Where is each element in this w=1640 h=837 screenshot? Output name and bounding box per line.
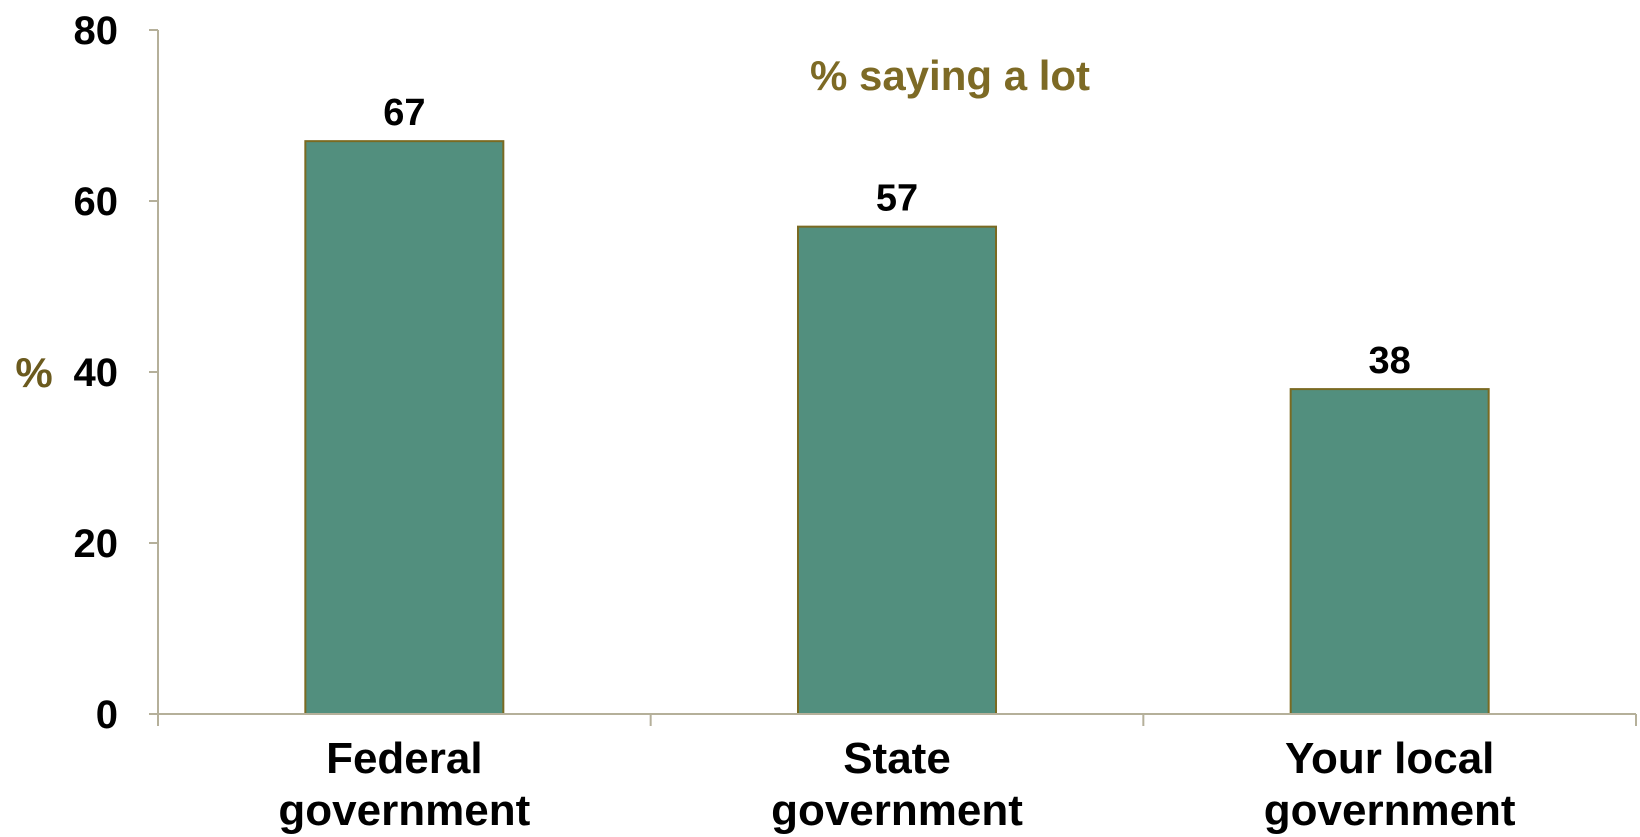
y-axis-ticks: 0 20 40 60 80: [74, 9, 159, 737]
bar: [798, 227, 996, 714]
bar: [305, 141, 503, 714]
y-tick-label: 40: [74, 351, 119, 395]
x-category-label-line: Your local: [1285, 734, 1494, 783]
x-category-label-line: government: [278, 786, 530, 835]
y-tick-label: 60: [74, 180, 119, 224]
y-tick-label: 80: [74, 9, 119, 53]
x-category-label: Your local government: [1264, 734, 1516, 835]
x-category-label-line: State: [843, 734, 951, 783]
x-category-label: State government: [771, 734, 1023, 835]
bar-value-label: 67: [383, 92, 425, 134]
bar-value-label: 57: [876, 178, 918, 220]
bars: [305, 141, 1488, 714]
y-axis-label: %: [15, 349, 52, 396]
bar-value-label: 38: [1369, 340, 1411, 382]
y-tick-label: 20: [74, 522, 119, 566]
x-category-label-line: government: [771, 786, 1023, 835]
x-category-label-line: Federal: [326, 734, 483, 783]
y-tick-label: 0: [96, 693, 118, 737]
x-category-label: Federal government: [278, 734, 530, 835]
chart-annotation: % saying a lot: [810, 52, 1090, 99]
bar: [1291, 389, 1489, 714]
x-category-label-line: government: [1264, 786, 1516, 835]
